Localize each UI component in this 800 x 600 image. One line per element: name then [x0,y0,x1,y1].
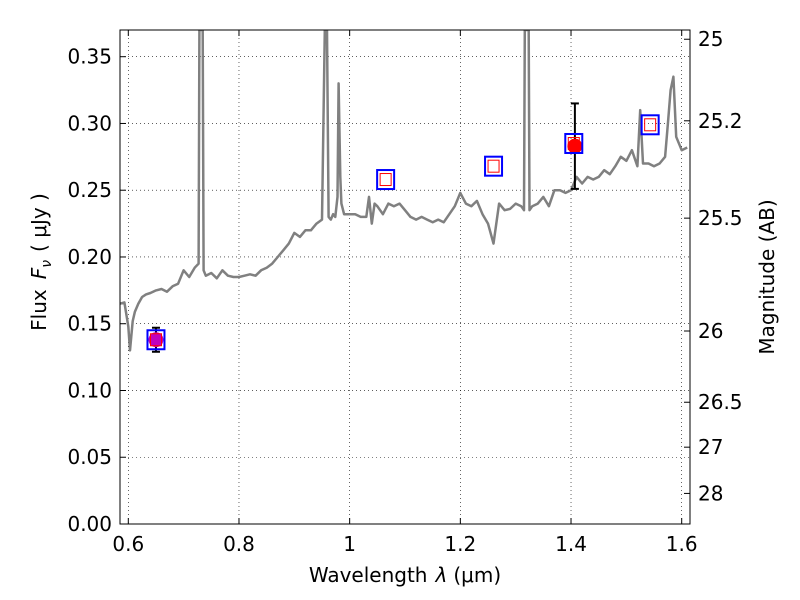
y2-tick-label: 26 [698,319,723,343]
model-point-outer [376,169,396,191]
y2-tick-label: 28 [698,481,723,505]
y2-tick-label: 27 [698,435,723,459]
y2-tick-label: 25 [698,27,723,51]
y-axis-title: FluxFν( μJy ) [27,193,55,331]
model-point-outer [640,114,660,136]
spectrum-line [120,30,688,352]
x-tick-label: 1 [343,532,356,556]
y2-tick-label: 25.5 [698,206,743,230]
x-tick-label: 1.6 [666,532,698,556]
axes-frame [119,29,691,525]
axis-ticks: 0.6 0.8 1 1.2 1.4 1.6 0.00 0.05 0.10 0.15 0.20 0.25… [67,27,742,556]
x-tick-label: 1.4 [555,532,587,556]
model-point-inner [487,159,500,173]
y-tick-label: 0.05 [67,445,112,469]
model-point-outer [564,132,584,154]
plot-content [120,30,688,353]
model-point-inner [567,136,580,150]
y-tick-label: 0.20 [67,245,112,269]
model-point-inner [149,333,162,347]
y2-axis-title: Magnitude (AB) [755,199,779,354]
y-tick-label: 0.30 [67,111,112,135]
plot-area [120,30,688,353]
y-tick-label: 0.00 [67,512,112,536]
x-tick-label: 0.6 [112,532,144,556]
y2-tick-label: 25.2 [698,109,743,133]
model-point-inner [644,118,657,132]
y-tick-label: 0.35 [67,45,112,69]
x-tick-label: 0.8 [223,532,255,556]
y2-tick-label: 26.5 [698,390,743,414]
x-tick-label: 1.2 [444,532,476,556]
photometry-point [148,332,164,348]
x-axis-title: Wavelength λ (μm) [309,563,501,587]
model-point-outer [146,329,166,351]
y-tick-label: 0.10 [67,378,112,402]
y-tick-label: 0.15 [67,312,112,336]
y-tick-label: 0.25 [67,178,112,202]
model-point-outer [484,155,504,177]
model-point-inner [379,173,392,187]
photometry-point [567,138,583,154]
